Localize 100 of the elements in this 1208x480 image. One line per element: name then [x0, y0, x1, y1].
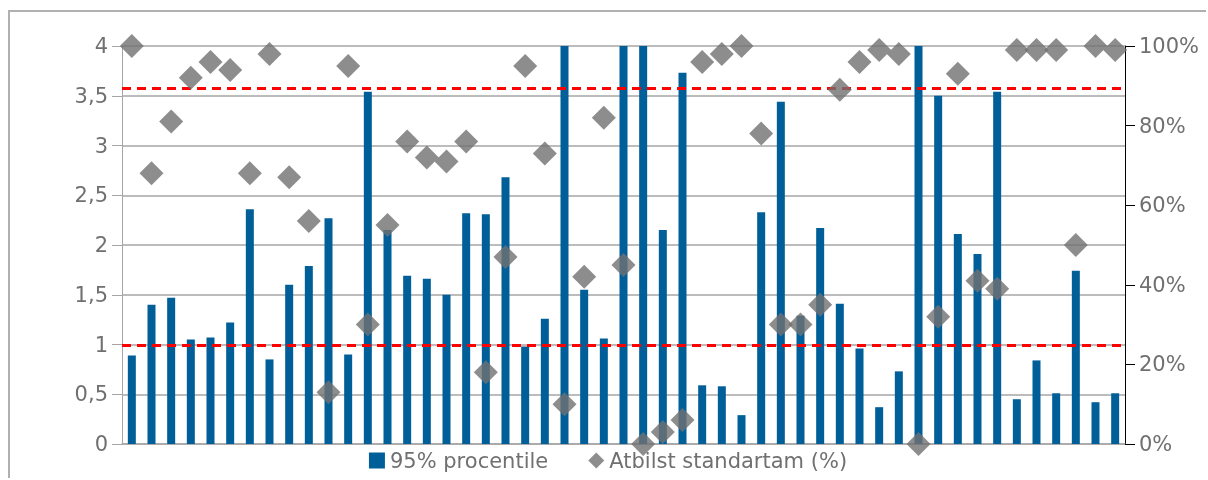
y-tick-label: 1 [94, 332, 108, 357]
bar [383, 230, 392, 444]
point [650, 420, 675, 445]
point [1024, 37, 1049, 62]
bar [580, 289, 589, 444]
y2-tick-label: 100% [1139, 34, 1200, 58]
point [257, 41, 282, 66]
point [749, 121, 774, 146]
bar [737, 415, 746, 444]
point [218, 57, 243, 82]
point [906, 432, 931, 456]
y-tick-label: 0 [94, 432, 108, 456]
bar [540, 318, 549, 444]
bar [1091, 402, 1100, 444]
y2-tick-label: 40% [1139, 272, 1186, 297]
y-tick-label: 3 [94, 133, 108, 158]
bar [1052, 393, 1061, 444]
y2-tick-label: 20% [1139, 352, 1186, 377]
y2-tick-label: 80% [1139, 113, 1186, 138]
bar [698, 385, 707, 444]
point [1103, 37, 1128, 62]
bar [324, 218, 333, 444]
point [768, 312, 793, 337]
point [434, 149, 459, 174]
point [591, 105, 616, 130]
y2-tick-label: 60% [1139, 193, 1186, 218]
bar [403, 275, 412, 444]
bar [422, 278, 431, 444]
bar [344, 354, 353, 444]
point [552, 392, 577, 417]
bar [167, 297, 176, 444]
point [690, 49, 715, 74]
bar [1111, 393, 1120, 444]
legend-label: Atbilst standartam (%) [609, 448, 848, 473]
bar [521, 346, 530, 444]
bar [265, 359, 274, 444]
point [454, 129, 479, 154]
point [139, 161, 164, 186]
bar [934, 95, 943, 444]
y2-tick-label: 0% [1139, 432, 1173, 456]
point [296, 209, 321, 234]
bar [757, 212, 766, 444]
bar [560, 46, 569, 444]
bar [186, 339, 195, 444]
point [355, 312, 380, 337]
bar [875, 407, 884, 444]
point [670, 408, 695, 433]
point [827, 77, 852, 102]
point [414, 145, 439, 170]
point [965, 268, 990, 293]
bar [304, 265, 313, 444]
bar [501, 177, 510, 444]
point [493, 244, 518, 269]
point [572, 264, 597, 289]
point [985, 276, 1010, 301]
y-tick-label: 4 [94, 34, 108, 58]
point [237, 161, 262, 186]
y-tick-label: 0,5 [74, 382, 108, 407]
point [788, 312, 813, 337]
point [1044, 37, 1069, 62]
point [808, 292, 833, 317]
point [316, 380, 341, 405]
point [886, 41, 911, 66]
point [709, 41, 734, 66]
legend-label: 95% procentile [389, 448, 549, 473]
y-tick-label: 3,5 [74, 83, 108, 108]
bar [481, 214, 490, 444]
point [395, 129, 420, 154]
point [119, 34, 144, 58]
bar [127, 355, 136, 444]
point [729, 34, 754, 58]
bar [993, 91, 1002, 444]
bar [717, 386, 726, 444]
point [945, 61, 970, 86]
point [277, 165, 302, 190]
point [611, 252, 636, 277]
bar [363, 91, 372, 444]
point [532, 141, 557, 166]
bar [462, 213, 471, 444]
point [1063, 233, 1088, 257]
point [375, 213, 400, 238]
point [198, 49, 223, 74]
y-tick-label: 2,5 [74, 183, 108, 208]
bar [1032, 360, 1041, 444]
bar [147, 304, 156, 444]
bar [776, 101, 785, 444]
y-tick-label: 1,5 [74, 282, 108, 307]
bar [678, 72, 687, 444]
bar [226, 322, 235, 444]
bar [206, 337, 215, 444]
bar [835, 303, 844, 444]
y-tick-label: 2 [94, 233, 108, 257]
bar [953, 234, 962, 444]
point [847, 49, 872, 74]
point [159, 109, 184, 134]
bar [894, 371, 903, 444]
bar [599, 338, 608, 444]
bar [1012, 399, 1021, 444]
bar [619, 46, 628, 444]
point [336, 53, 361, 78]
